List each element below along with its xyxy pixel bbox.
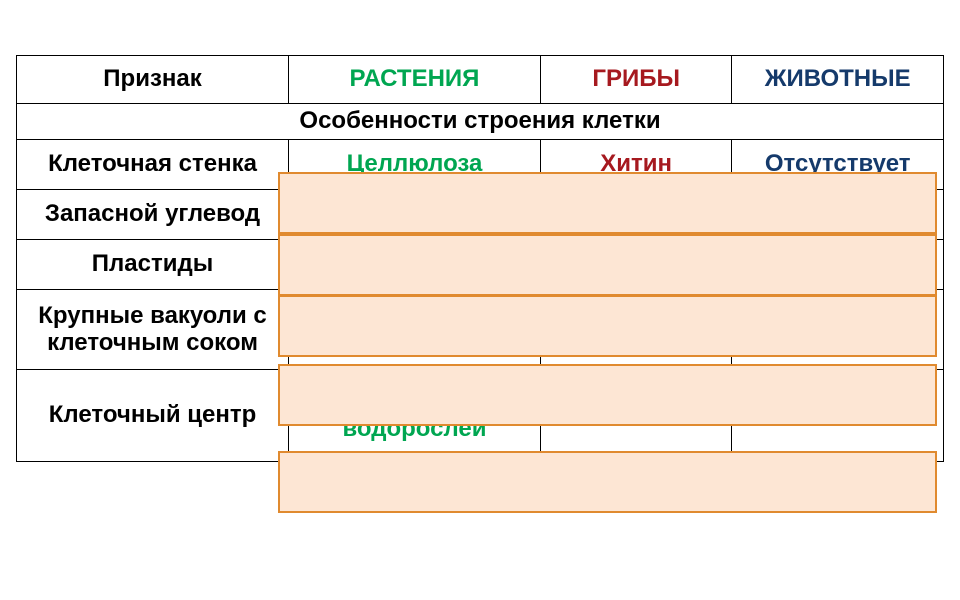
- cover-overlay-3: [278, 364, 937, 426]
- cover-overlay-1: [278, 234, 937, 296]
- row0-feature: Клеточная стенка: [17, 140, 289, 190]
- header-fungi: ГРИБЫ: [540, 56, 731, 104]
- row4-feature: Клеточный центр: [17, 370, 289, 462]
- row3-feature: Крупные вакуоли с клеточным соком: [17, 290, 289, 370]
- stage: { "table":{ "header":{ "feature":"Призна…: [0, 0, 960, 600]
- header-plants: РАСТЕНИЯ: [289, 56, 541, 104]
- section-title: Особенности строения клетки: [17, 104, 944, 140]
- header-animals: ЖИВОТНЫЕ: [732, 56, 944, 104]
- row1-feature: Запасной углевод: [17, 190, 289, 240]
- cover-overlay-4: [278, 451, 937, 513]
- cover-overlay-2: [278, 295, 937, 357]
- cover-overlay-0: [278, 172, 937, 234]
- header-feature: Признак: [17, 56, 289, 104]
- row2-feature: Пластиды: [17, 240, 289, 290]
